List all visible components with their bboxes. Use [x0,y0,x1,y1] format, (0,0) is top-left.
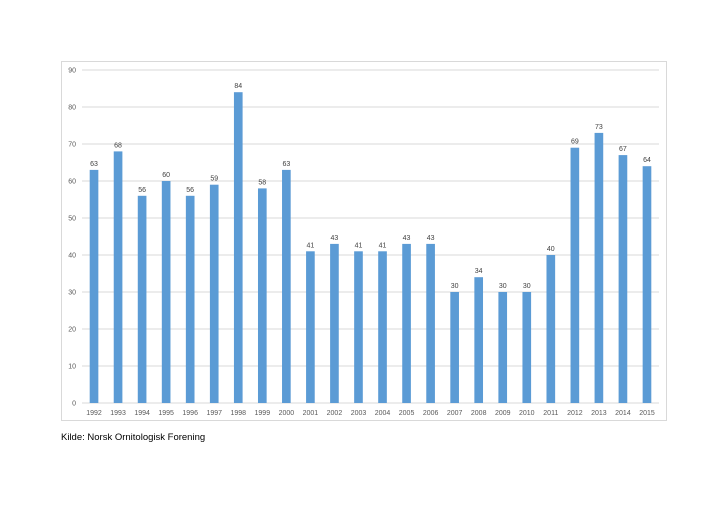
bar-1992 [89,169,99,403]
bar-1996 [185,195,195,403]
data-labels: 63 68 56 60 56 59 84 58 63 41 43 41 41 43 43 30 34 30 30 40… [90,83,651,290]
x-tick-label: 2008 [471,410,487,417]
data-label: 43 [427,235,435,242]
bar-2005 [402,243,411,403]
bar-1997 [209,184,219,403]
data-label: 30 [523,283,531,290]
data-label: 41 [355,242,363,249]
bar-2010 [522,292,532,403]
x-tick-label: 2009 [495,410,511,417]
y-tick-label: 20 [68,327,76,334]
data-label: 56 [186,187,194,194]
chart-area: 0 10 20 30 40 50 60 70 80 90 63 68 56 60 56 59 84 58 63 41… [61,61,667,421]
x-tick-label: 2002 [327,410,343,417]
bar-2006 [426,243,435,403]
y-tick-label: 60 [68,179,76,186]
x-axis-ticks: 1992 1993 1994 1995 1996 1997 1998 1999 2000 2001… [86,410,655,417]
x-tick-label: 1995 [158,410,174,417]
y-tick-label: 90 [68,68,76,75]
bar-2012 [570,147,580,403]
data-label: 63 [90,161,98,168]
x-tick-label: 1993 [110,410,126,417]
bar-1995 [161,181,171,403]
bar-2003 [354,251,363,403]
x-tick-label: 2005 [399,410,415,417]
y-tick-label: 30 [68,290,76,297]
x-tick-label: 1994 [134,410,150,417]
x-tick-label: 2006 [423,410,439,417]
bar-2001 [306,251,315,403]
bar-1993 [113,151,123,403]
x-tick-label: 1992 [86,410,102,417]
data-label: 43 [403,235,411,242]
bar-1999 [257,188,267,403]
bar-2000 [282,169,291,403]
x-tick-label: 2011 [543,410,558,417]
bar-2013 [594,132,604,403]
bar-chart: 0 10 20 30 40 50 60 70 80 90 63 68 56 60 56 59 84 58 63 41… [68,68,659,417]
gridlines [82,69,659,404]
y-tick-label: 10 [68,364,76,371]
bar-2014 [618,155,628,403]
bar-1998 [233,92,243,403]
bar-2015 [642,166,652,403]
data-label: 58 [258,179,266,186]
data-label: 68 [114,142,122,149]
data-label: 41 [379,242,387,249]
data-label: 64 [643,157,651,164]
data-label: 40 [547,246,555,253]
x-tick-label: 2001 [303,410,319,417]
x-tick-label: 2013 [591,410,607,417]
bar-2008 [474,277,484,403]
x-tick-label: 2012 [567,410,583,417]
x-tick-label: 2003 [351,410,367,417]
x-tick-label: 2014 [615,410,631,417]
data-label: 56 [138,187,146,194]
data-label: 67 [619,146,627,153]
bar-2009 [498,292,508,403]
data-label: 84 [234,83,242,90]
data-label: 30 [451,283,459,290]
x-tick-label: 1998 [230,410,246,417]
x-tick-label: 2004 [375,410,391,417]
data-label: 63 [282,161,290,168]
data-label: 73 [595,124,603,131]
y-tick-label: 80 [68,105,76,112]
x-tick-label: 2015 [639,410,655,417]
bar-1994 [137,195,147,403]
data-label: 34 [475,268,483,275]
bar-2004 [378,251,387,403]
bars [89,92,652,403]
data-label: 30 [499,283,507,290]
x-tick-label: 2007 [447,410,463,417]
x-tick-label: 1999 [255,410,271,417]
y-tick-label: 50 [68,216,76,223]
y-tick-label: 70 [68,142,76,149]
x-tick-label: 1996 [182,410,198,417]
data-label: 43 [331,235,339,242]
x-tick-label: 2010 [519,410,535,417]
y-tick-label: 40 [68,253,76,260]
y-axis-ticks: 0 10 20 30 40 50 60 70 80 90 [68,68,76,408]
y-tick-label: 0 [72,401,76,408]
data-label: 60 [162,172,170,179]
source-note: Kilde: Norsk Ornitologisk Forening [61,432,206,443]
x-tick-label: 1997 [206,410,222,417]
data-label: 59 [210,176,218,183]
data-label: 41 [306,242,314,249]
bar-2011 [546,255,556,403]
data-label: 69 [571,139,579,146]
bar-2007 [450,292,459,403]
x-tick-label: 2000 [279,410,295,417]
bar-2002 [330,243,339,403]
